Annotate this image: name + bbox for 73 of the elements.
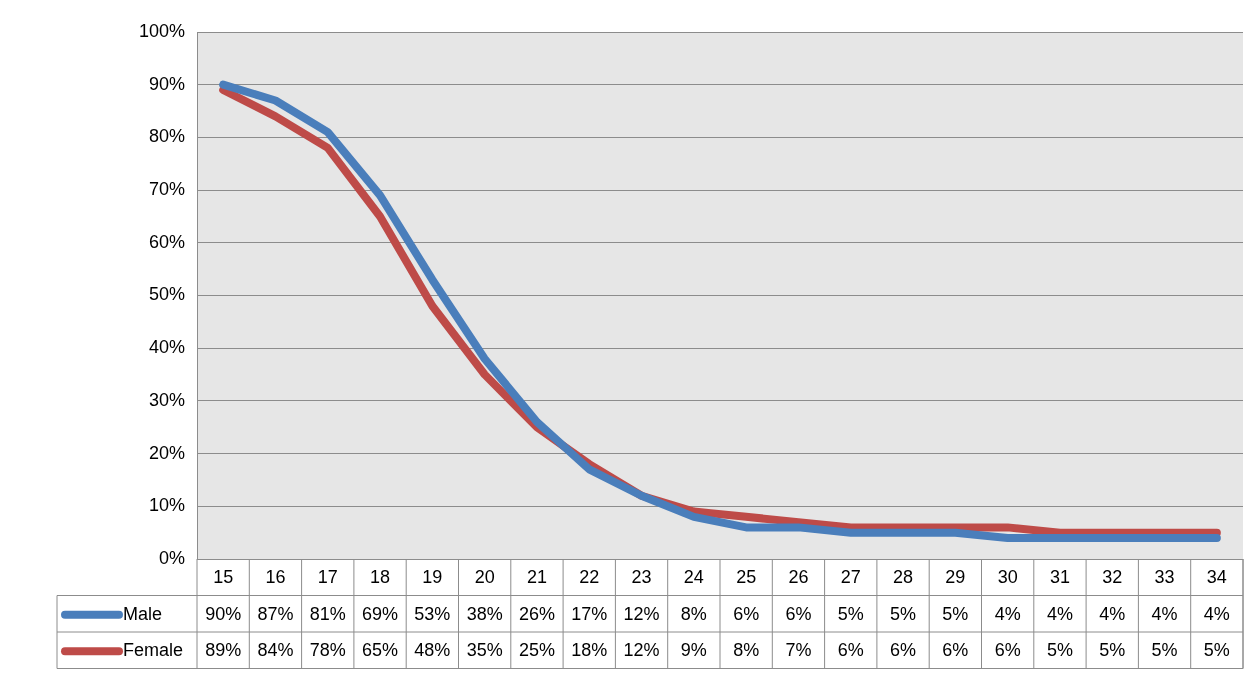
data-label: 87% xyxy=(257,603,294,624)
y-tick-label: 10% xyxy=(148,495,185,516)
data-label: 90% xyxy=(205,603,242,624)
data-label: 69% xyxy=(362,603,399,624)
y-tick-label: 80% xyxy=(148,126,185,147)
x-tick-label: 20 xyxy=(474,567,495,588)
x-tick-label: 34 xyxy=(1206,567,1227,588)
data-label: 4% xyxy=(1099,603,1126,624)
y-tick-label: 100% xyxy=(138,20,185,41)
x-tick-label: 26 xyxy=(788,567,809,588)
x-tick-label: 28 xyxy=(893,567,914,588)
data-label: 6% xyxy=(994,640,1021,661)
y-tick-label: 40% xyxy=(148,337,185,358)
data-label: 6% xyxy=(890,640,917,661)
x-tick-label: 16 xyxy=(265,567,286,588)
y-tick-label: 30% xyxy=(148,389,185,410)
data-label: 65% xyxy=(362,640,399,661)
x-tick-label: 17 xyxy=(317,567,338,588)
x-tick-label: 18 xyxy=(370,567,391,588)
data-label: 12% xyxy=(623,603,660,624)
x-tick-label: 27 xyxy=(840,567,861,588)
data-label: 6% xyxy=(785,603,812,624)
x-tick-label: 23 xyxy=(631,567,652,588)
x-tick-label: 33 xyxy=(1154,567,1175,588)
data-label: 7% xyxy=(785,640,812,661)
data-label: 5% xyxy=(1046,640,1073,661)
y-tick-label: 60% xyxy=(148,231,185,252)
y-tick-label: 0% xyxy=(158,547,185,568)
data-label: 17% xyxy=(571,603,608,624)
x-tick-label: 21 xyxy=(526,567,547,588)
y-tick-label: 20% xyxy=(148,442,185,463)
x-tick-label: 19 xyxy=(422,567,443,588)
data-label: 4% xyxy=(1151,603,1178,624)
data-label: 89% xyxy=(205,640,242,661)
data-label: 4% xyxy=(1203,603,1230,624)
y-tick-label: 70% xyxy=(148,179,185,200)
x-tick-label: 22 xyxy=(579,567,600,588)
x-tick-label: 30 xyxy=(997,567,1018,588)
legend-label: Female xyxy=(123,640,184,661)
data-label: 5% xyxy=(890,603,917,624)
x-tick-label: 29 xyxy=(945,567,966,588)
data-label: 12% xyxy=(623,640,660,661)
data-label: 4% xyxy=(1046,603,1073,624)
data-label: 6% xyxy=(837,640,864,661)
data-label: 5% xyxy=(1203,640,1230,661)
data-label: 5% xyxy=(942,603,969,624)
data-label: 5% xyxy=(1151,640,1178,661)
data-label: 5% xyxy=(1099,640,1126,661)
x-tick-label: 25 xyxy=(736,567,757,588)
data-label: 5% xyxy=(837,603,864,624)
y-tick-label: 50% xyxy=(148,284,185,305)
x-tick-label: 15 xyxy=(213,567,234,588)
data-label: 53% xyxy=(414,603,451,624)
data-label: 18% xyxy=(571,640,608,661)
data-label: 4% xyxy=(994,603,1021,624)
data-label: 35% xyxy=(466,640,503,661)
data-label: 6% xyxy=(942,640,969,661)
data-label: 8% xyxy=(680,603,707,624)
data-label: 9% xyxy=(680,640,707,661)
data-label: 81% xyxy=(309,603,346,624)
data-label: 78% xyxy=(309,640,346,661)
data-label: 84% xyxy=(257,640,294,661)
data-label: 25% xyxy=(518,640,555,661)
x-tick-label: 32 xyxy=(1102,567,1123,588)
data-label: 38% xyxy=(466,603,503,624)
x-tick-label: 31 xyxy=(1049,567,1070,588)
data-label: 6% xyxy=(733,603,760,624)
legend-label: Male xyxy=(123,603,163,624)
data-label: 26% xyxy=(518,603,555,624)
x-tick-label: 24 xyxy=(683,567,704,588)
data-label: 48% xyxy=(414,640,451,661)
data-label: 8% xyxy=(733,640,760,661)
y-tick-label: 90% xyxy=(148,73,185,94)
